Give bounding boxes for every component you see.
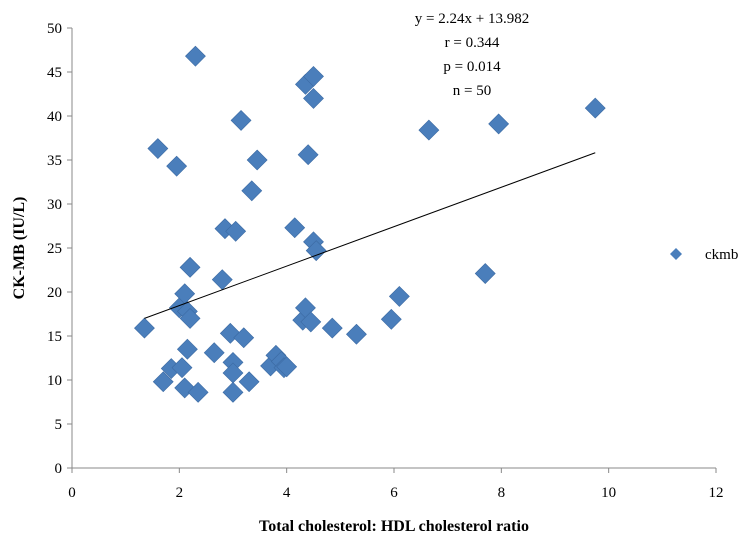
data-point bbox=[246, 149, 268, 171]
data-point bbox=[388, 285, 410, 307]
data-point bbox=[300, 311, 322, 333]
x-tick-label: 10 bbox=[601, 485, 616, 501]
data-point bbox=[176, 338, 198, 360]
annotation-line: n = 50 bbox=[453, 83, 491, 99]
y-tick-label: 45 bbox=[47, 65, 62, 81]
data-points bbox=[134, 45, 606, 403]
y-tick-label: 0 bbox=[55, 461, 63, 477]
data-point bbox=[305, 240, 327, 262]
x-tick-label: 4 bbox=[283, 485, 291, 501]
regression-annotations: y = 2.24x + 13.982 r = 0.344 p = 0.014 n = … bbox=[415, 11, 529, 99]
data-point bbox=[222, 381, 244, 403]
x-tick-label: 8 bbox=[498, 485, 506, 501]
data-point bbox=[187, 381, 209, 403]
data-point bbox=[179, 307, 201, 329]
x-axis-ticks: 0 2 4 6 8 10 12 bbox=[68, 468, 724, 501]
y-tick-label: 50 bbox=[47, 21, 62, 37]
trendline bbox=[144, 152, 596, 319]
x-tick-label: 0 bbox=[68, 485, 76, 501]
y-axis-title: CK-MB (IU/L) bbox=[11, 197, 28, 300]
data-point bbox=[203, 342, 225, 364]
x-axis-title: Total cholesterol: HDL cholesterol ratio bbox=[259, 518, 529, 535]
data-point bbox=[241, 180, 263, 202]
data-point bbox=[238, 371, 260, 393]
data-point bbox=[230, 109, 252, 131]
data-point bbox=[147, 138, 169, 159]
y-tick-label: 35 bbox=[47, 153, 62, 169]
data-point bbox=[303, 87, 324, 109]
y-tick-label: 15 bbox=[47, 329, 62, 345]
x-tick-label: 2 bbox=[176, 485, 184, 501]
data-point bbox=[297, 144, 319, 166]
y-tick-label: 25 bbox=[47, 241, 62, 257]
legend: ckmb bbox=[670, 247, 738, 263]
data-point bbox=[346, 323, 367, 345]
data-point bbox=[152, 371, 174, 393]
y-tick-label: 30 bbox=[47, 197, 62, 213]
x-tick-label: 6 bbox=[390, 485, 398, 501]
data-point bbox=[134, 317, 155, 339]
data-point bbox=[584, 97, 606, 119]
data-point bbox=[474, 263, 496, 284]
data-point bbox=[380, 308, 402, 330]
y-tick-label: 20 bbox=[47, 285, 62, 301]
annotation-line: p = 0.014 bbox=[443, 59, 501, 75]
x-tick-label: 12 bbox=[709, 485, 724, 501]
data-point bbox=[225, 220, 247, 242]
data-point bbox=[284, 217, 306, 239]
annotation-line: r = 0.344 bbox=[445, 35, 500, 51]
y-tick-label: 40 bbox=[47, 109, 62, 125]
data-point bbox=[185, 45, 206, 67]
data-point bbox=[488, 113, 510, 135]
data-point bbox=[179, 256, 201, 278]
data-point bbox=[303, 65, 324, 87]
y-tick-label: 10 bbox=[47, 373, 62, 389]
data-point bbox=[276, 356, 298, 378]
y-tick-label: 5 bbox=[55, 417, 63, 433]
y-axis-ticks: 0 5 10 15 20 25 30 35 40 45 50 bbox=[47, 21, 72, 477]
annotation-line: y = 2.24x + 13.982 bbox=[415, 11, 529, 27]
data-point bbox=[418, 119, 440, 141]
data-point bbox=[171, 357, 193, 379]
legend-label: ckmb bbox=[705, 247, 738, 263]
legend-marker bbox=[670, 248, 682, 260]
data-point bbox=[166, 155, 188, 177]
data-point bbox=[222, 362, 244, 384]
data-point bbox=[321, 317, 343, 339]
data-point bbox=[233, 327, 255, 349]
